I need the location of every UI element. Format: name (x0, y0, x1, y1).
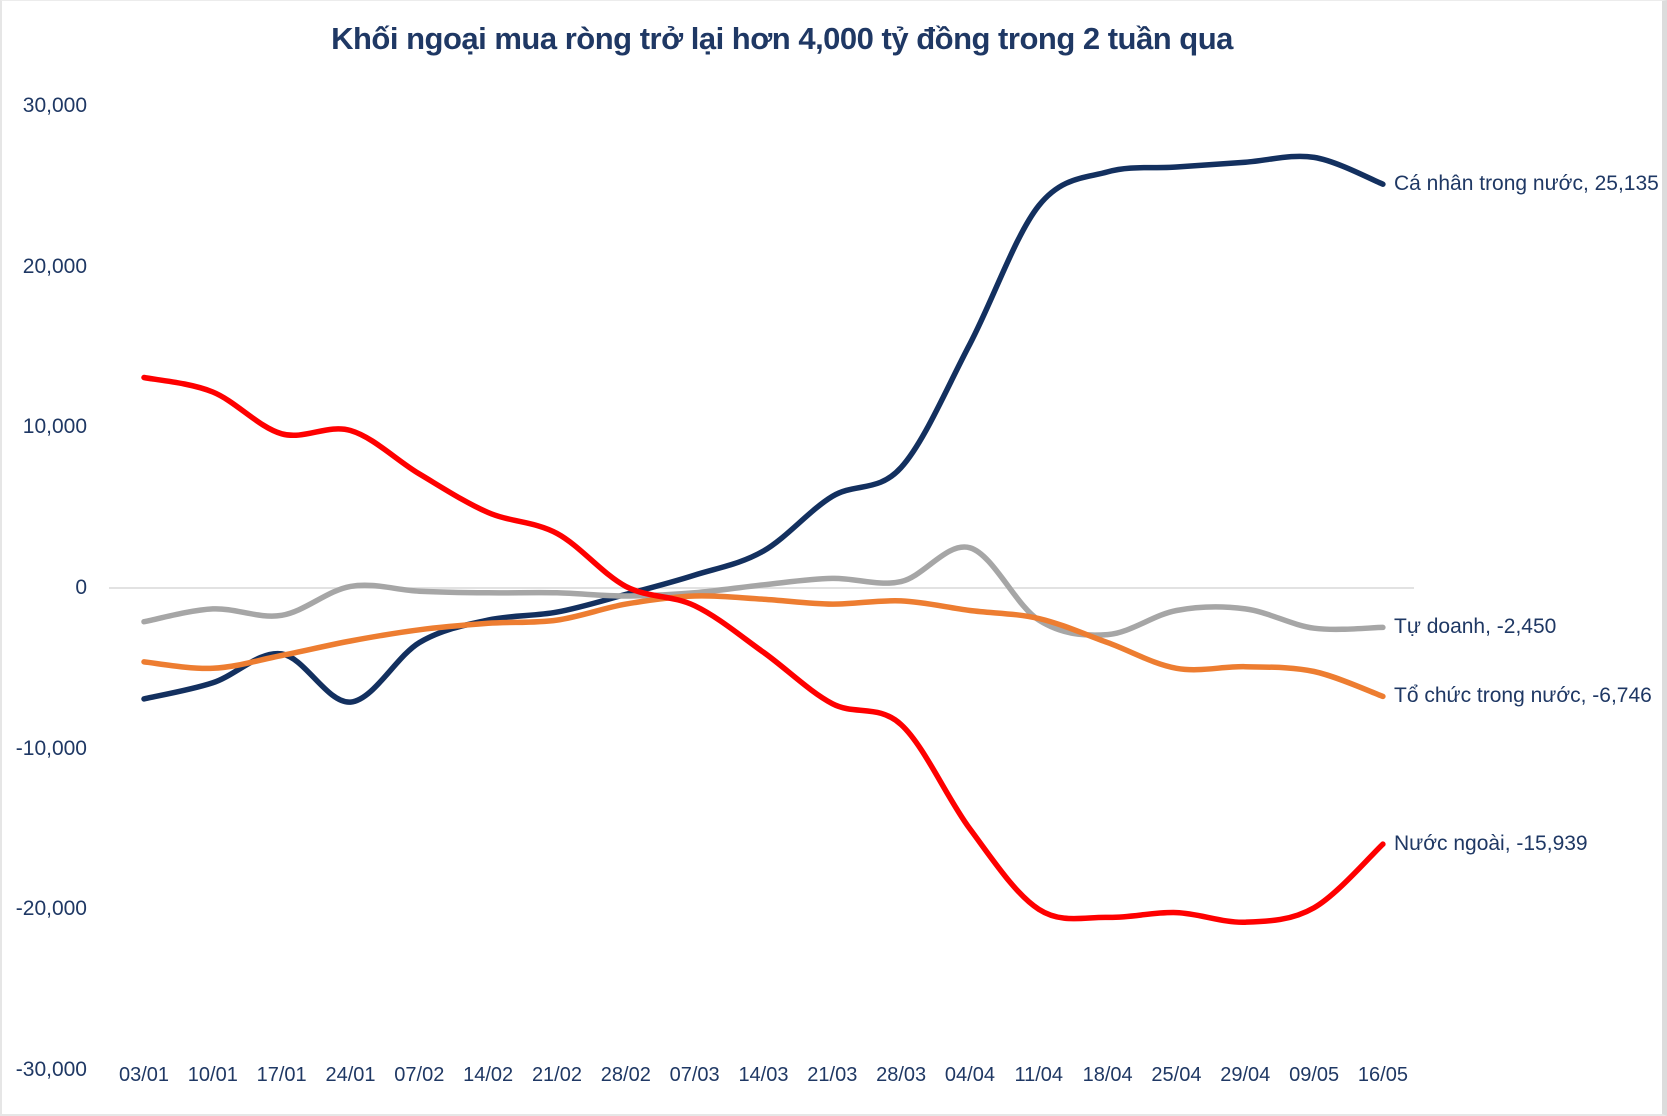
x-axis-tick-label: 03/01 (118, 1064, 170, 1086)
y-axis-tick-label: -20,000 (15, 897, 87, 921)
x-axis-tick-label: 14/02 (463, 1064, 514, 1086)
series-label-nuoc-ngoai: Nước ngoài, -15,939 (1394, 832, 1588, 856)
x-axis-tick-label: 28/03 (876, 1064, 927, 1086)
x-axis-tick-label: 18/04 (1082, 1064, 1133, 1086)
x-axis-tick-label: 17/01 (256, 1064, 307, 1086)
x-axis-tick-label: 11/04 (1014, 1064, 1064, 1086)
y-axis-tick-label: 30,000 (22, 93, 87, 117)
x-axis-tick-label: 28/02 (600, 1064, 651, 1086)
series-label-to-chuc-trong-nuoc: Tổ chức trong nước, -6,746 (1394, 684, 1652, 708)
series-line-ca-nhan-trong-nuoc (141, 153, 1386, 705)
x-axis-tick-label: 16/05 (1357, 1064, 1408, 1086)
y-axis-tick-label: -30,000 (15, 1058, 87, 1081)
chart-title: Khối ngoại mua ròng trở lại hơn 4,000 tỷ… (331, 21, 1233, 56)
series-label-ca-nhan-trong-nuoc: Cá nhân trong nước, 25,135 (1394, 172, 1659, 196)
x-axis-tick-label: 14/03 (738, 1064, 789, 1086)
x-axis-tick-label: 24/01 (325, 1064, 376, 1086)
x-axis-tick-label: 09/05 (1289, 1064, 1340, 1086)
y-axis-tick-label: -10,000 (15, 736, 87, 760)
y-axis-tick-label: 10,000 (22, 415, 87, 439)
x-axis-tick-label: 21/02 (531, 1064, 582, 1086)
x-axis-tick-label: 04/04 (944, 1064, 995, 1086)
x-axis-tick-label: 21/03 (807, 1064, 858, 1086)
x-axis-tick-label: 07/02 (394, 1064, 445, 1086)
series-line-tu-doanh (141, 544, 1386, 638)
x-axis-tick-label: 25/04 (1151, 1064, 1202, 1086)
series-label-tu-doanh: Tự doanh, -2,450 (1394, 615, 1557, 639)
x-axis-tick-label: 07/03 (669, 1064, 720, 1086)
y-axis-tick-label: 20,000 (22, 254, 87, 278)
x-axis-tick-label: 10/01 (187, 1064, 238, 1086)
series-line-nuoc-ngoai (141, 374, 1386, 925)
y-axis-tick-label: 0 (75, 576, 87, 599)
x-axis-tick-label: 29/04 (1220, 1064, 1271, 1086)
series-line-to-chuc-trong-nuoc (141, 593, 1386, 700)
